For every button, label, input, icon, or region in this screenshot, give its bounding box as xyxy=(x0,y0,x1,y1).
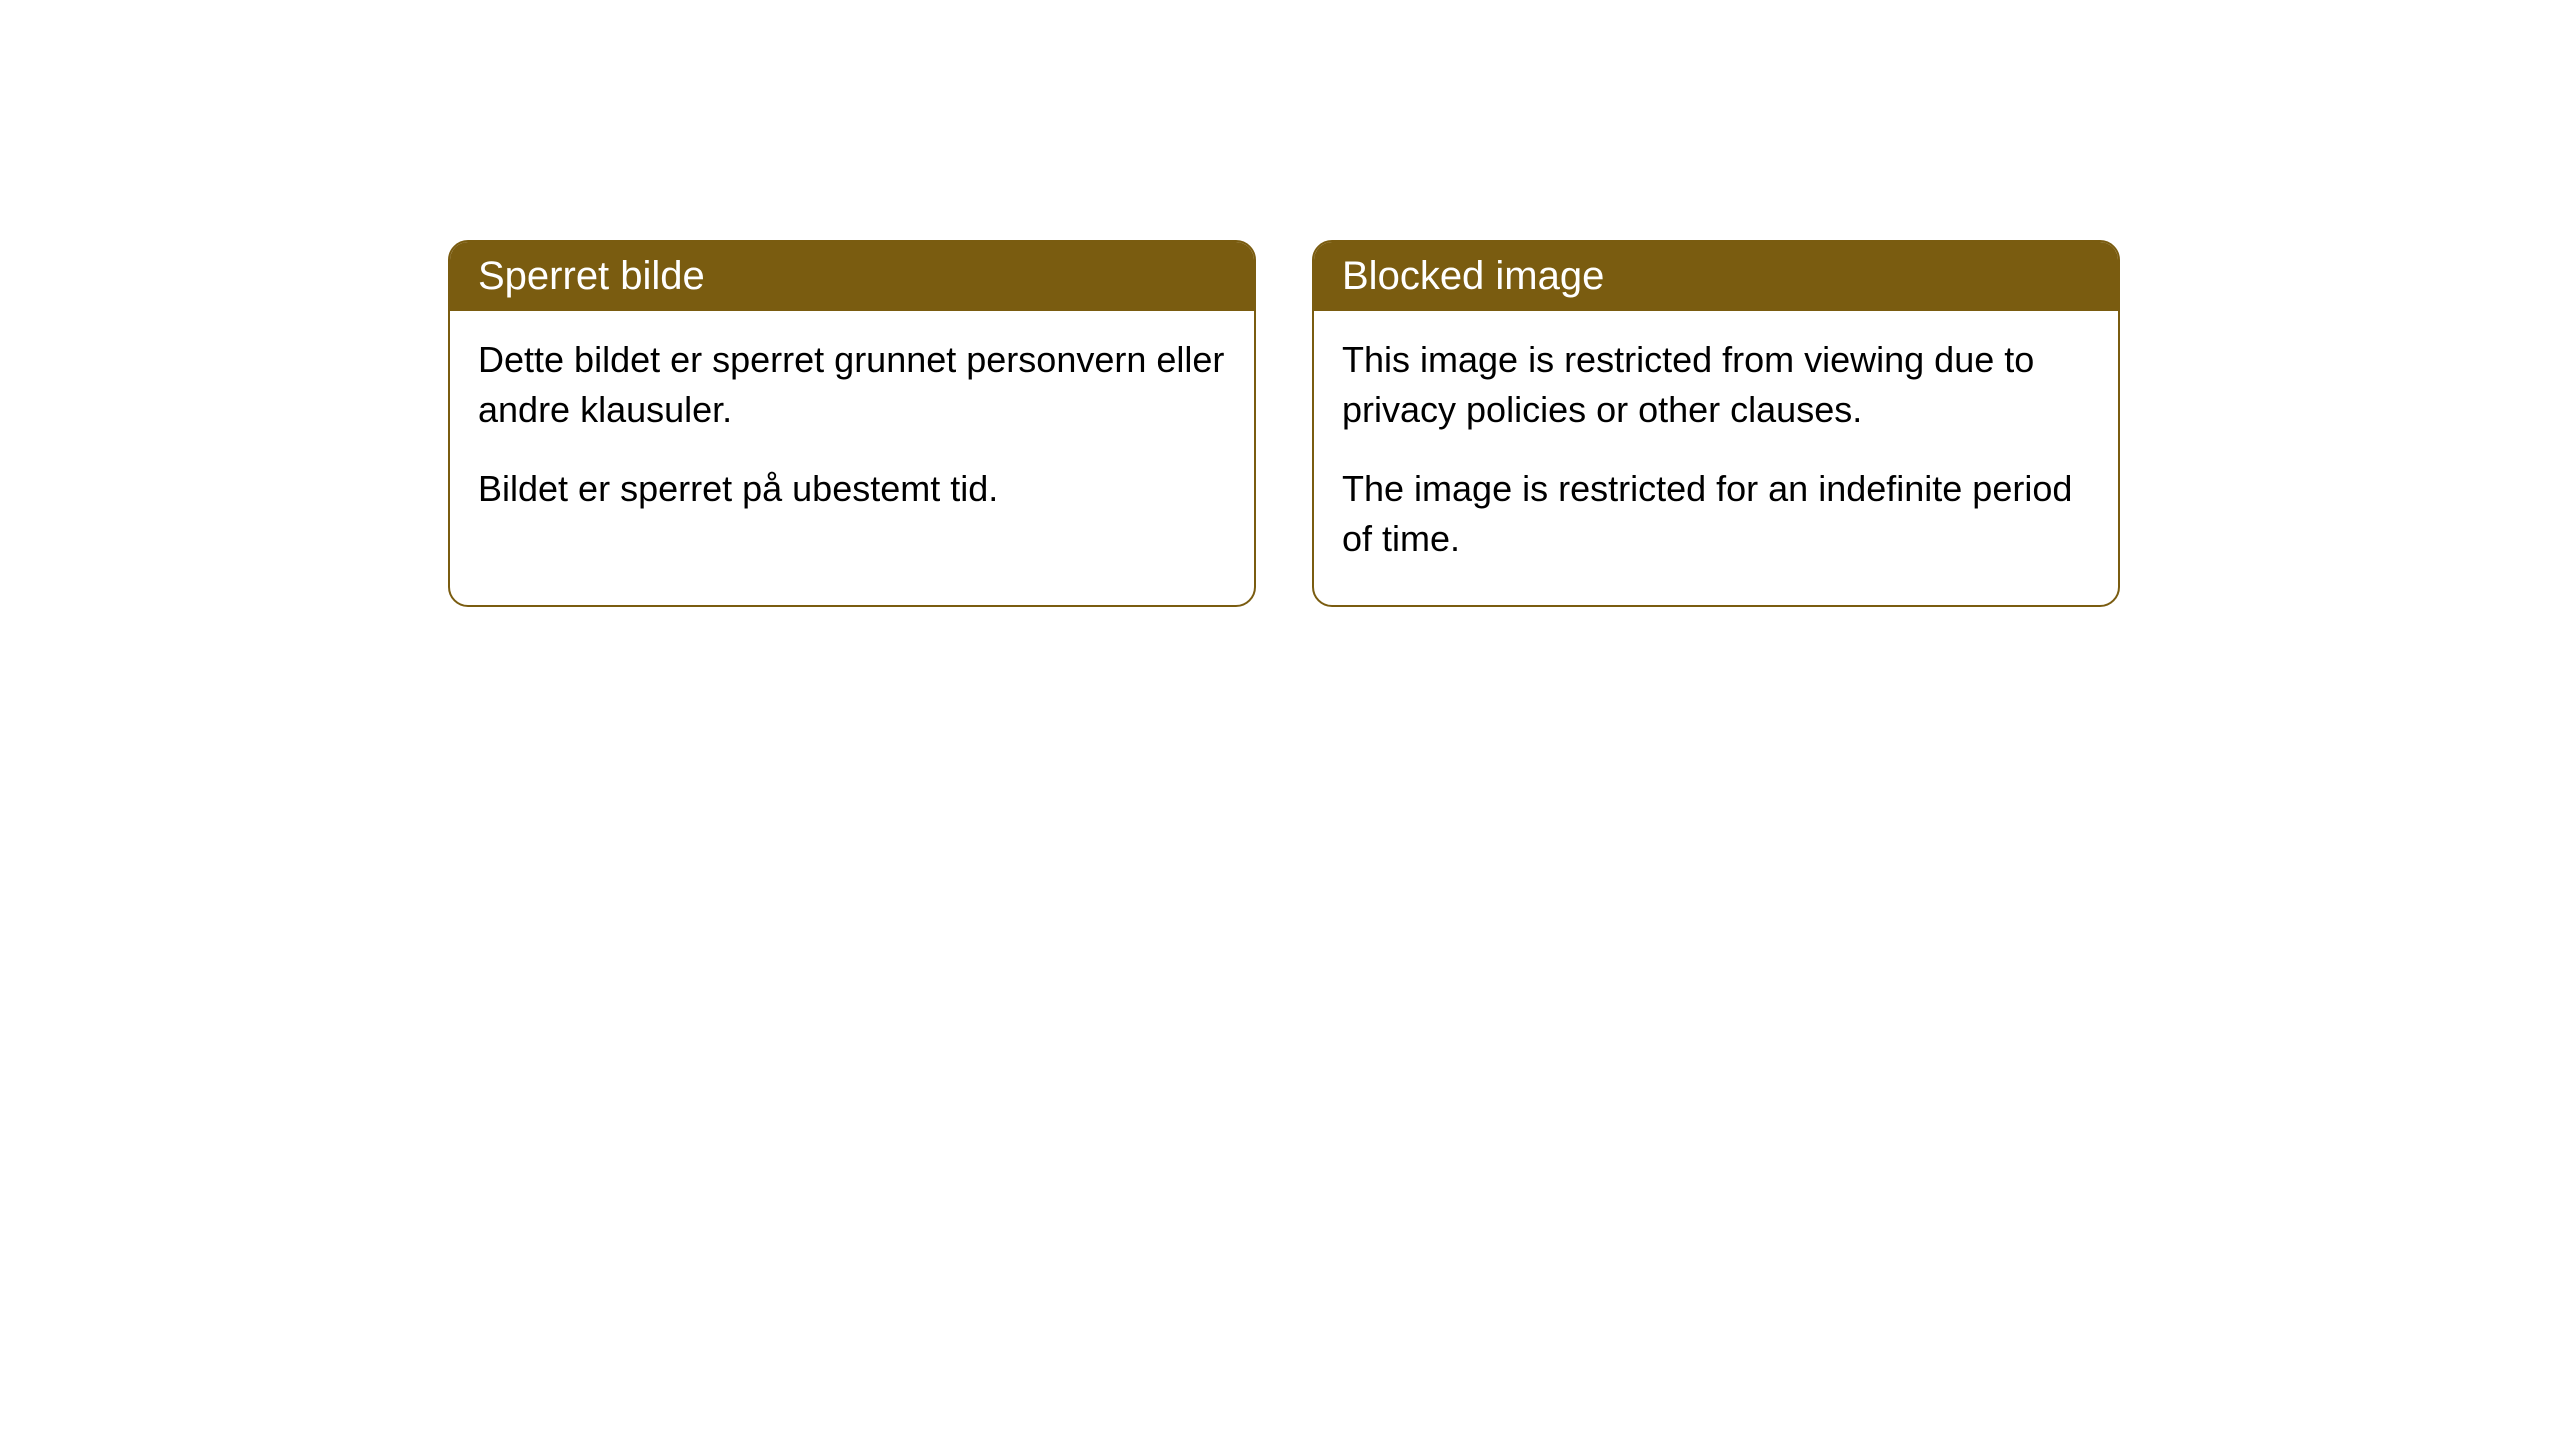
card-body: Dette bildet er sperret grunnet personve… xyxy=(450,311,1254,554)
notice-cards-container: Sperret bilde Dette bildet er sperret gr… xyxy=(448,240,2120,607)
card-title: Blocked image xyxy=(1342,254,1604,298)
card-header: Sperret bilde xyxy=(450,242,1254,311)
card-paragraph: Bildet er sperret på ubestemt tid. xyxy=(478,464,1226,514)
card-header: Blocked image xyxy=(1314,242,2118,311)
card-title: Sperret bilde xyxy=(478,254,705,298)
notice-card-norwegian: Sperret bilde Dette bildet er sperret gr… xyxy=(448,240,1256,607)
card-paragraph: The image is restricted for an indefinit… xyxy=(1342,464,2090,565)
card-paragraph: This image is restricted from viewing du… xyxy=(1342,335,2090,436)
notice-card-english: Blocked image This image is restricted f… xyxy=(1312,240,2120,607)
card-body: This image is restricted from viewing du… xyxy=(1314,311,2118,605)
card-paragraph: Dette bildet er sperret grunnet personve… xyxy=(478,335,1226,436)
